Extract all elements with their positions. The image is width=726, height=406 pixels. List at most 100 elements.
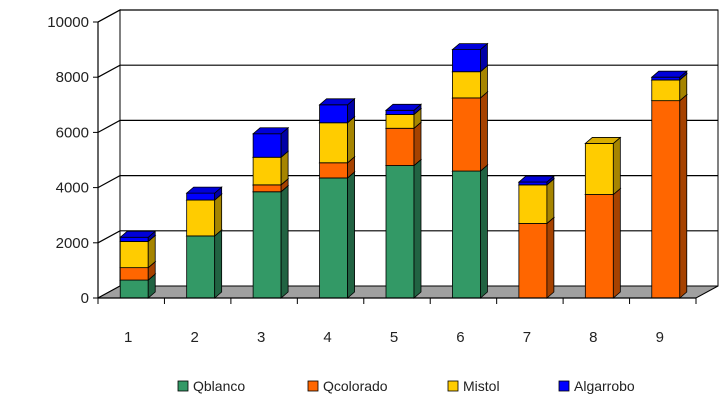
y-tick-label: 6000 — [56, 124, 89, 141]
bar-front — [452, 71, 481, 99]
x-tick-label: 6 — [456, 329, 464, 346]
legend-entry: Algarrobo — [558, 378, 635, 394]
bar-side — [413, 158, 422, 299]
x-tick-label: 9 — [656, 329, 664, 346]
bar-top — [252, 127, 290, 135]
legend-swatch — [307, 380, 319, 392]
bar-segment — [451, 42, 489, 73]
bar-front — [651, 76, 681, 81]
bar-segment — [318, 171, 356, 299]
gridline — [97, 64, 718, 78]
bar-front — [385, 165, 415, 299]
bar-segment — [185, 186, 223, 201]
bar-front — [119, 241, 149, 269]
bar-front — [584, 143, 614, 195]
bar-front — [319, 177, 348, 299]
bar-segment — [650, 93, 688, 299]
bar-side — [612, 187, 621, 299]
legend-label: Mistol — [463, 378, 500, 394]
bar-front — [518, 181, 548, 186]
bar-side — [612, 136, 621, 196]
bar-top — [451, 43, 489, 50]
bar-side — [347, 171, 355, 299]
bar-front — [385, 127, 415, 166]
bar-front — [186, 199, 216, 237]
legend-swatch — [558, 380, 570, 392]
legend-label: Algarrobo — [574, 378, 635, 394]
bar-segment — [119, 234, 157, 269]
bar-segment — [451, 91, 489, 172]
bar-segment — [185, 229, 223, 299]
bar-front — [119, 236, 149, 242]
legend-entry: Mistol — [447, 378, 500, 394]
bar-side — [679, 93, 688, 299]
legend-entry: Qcolorado — [307, 378, 388, 394]
bar-front — [119, 279, 149, 299]
bar-segment — [517, 177, 555, 225]
bar-top — [384, 103, 423, 111]
bar-segment — [384, 103, 423, 116]
bar-segment — [252, 126, 290, 159]
x-tick-label: 8 — [589, 329, 597, 346]
bar-top — [318, 98, 356, 106]
legend-entry: Qblanco — [177, 378, 245, 394]
bar-segment — [451, 164, 489, 299]
bar-top — [517, 175, 555, 183]
bar-front — [186, 235, 216, 299]
bar-side — [413, 121, 422, 167]
side-wall — [97, 9, 121, 299]
bar-side — [480, 91, 488, 172]
bar-segment — [119, 230, 157, 243]
bar-front — [252, 133, 282, 158]
bar-segment — [584, 136, 622, 196]
x-tick-label: 4 — [323, 329, 331, 346]
y-tick-label: 2000 — [56, 235, 89, 252]
bar-segment — [318, 97, 356, 124]
bar-segment — [384, 158, 423, 299]
gridline — [97, 119, 718, 133]
legend-swatch — [447, 380, 459, 392]
bar-segment — [252, 184, 290, 299]
bar-front — [119, 267, 149, 281]
bar-front — [584, 194, 614, 299]
y-tick-label: 4000 — [56, 180, 89, 197]
legend-swatch — [177, 380, 189, 392]
bar-top — [185, 186, 223, 194]
legend-label: Qblanco — [193, 378, 245, 394]
bar-front — [319, 122, 348, 164]
x-tick-label: 1 — [124, 329, 132, 346]
bar-front — [319, 104, 348, 124]
bar-front — [452, 170, 481, 299]
legend-label: Qcolorado — [323, 378, 388, 394]
x-tick-label: 5 — [390, 329, 398, 346]
bar-front — [452, 97, 481, 172]
bar-front — [452, 49, 481, 73]
bar-front — [252, 156, 282, 186]
x-tick-label: 7 — [523, 329, 531, 346]
bar-top — [584, 137, 622, 144]
bar-front — [319, 162, 348, 179]
bar-segment — [185, 193, 223, 237]
gridline — [97, 9, 718, 23]
x-tick-label: 3 — [257, 329, 265, 346]
bar-front — [651, 79, 681, 102]
bar-top — [650, 70, 688, 78]
bar-side — [214, 193, 223, 237]
bar-segment — [517, 216, 555, 299]
bar-side — [546, 177, 555, 225]
bar-front — [186, 192, 216, 201]
bar-side — [280, 184, 289, 299]
bar-segment — [384, 121, 423, 167]
bar-front — [385, 114, 415, 129]
bar-side — [546, 216, 555, 299]
bar-front — [518, 223, 548, 299]
bar-front — [252, 184, 282, 193]
y-tick-label: 10000 — [47, 14, 89, 31]
bar-side — [480, 164, 488, 299]
bar-side — [214, 229, 223, 299]
gridline — [97, 175, 718, 189]
bar-segment — [650, 70, 688, 81]
y-tick-label: 0 — [81, 290, 89, 307]
